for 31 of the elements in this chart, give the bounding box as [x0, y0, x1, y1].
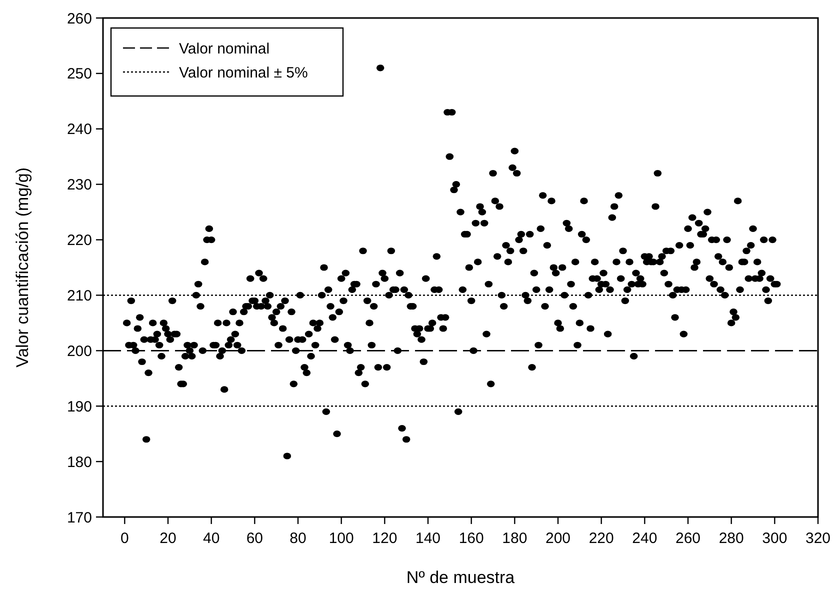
x-tick-label: 120	[372, 530, 398, 547]
y-tick-label: 180	[66, 454, 92, 471]
x-tick-label: 240	[632, 530, 658, 547]
y-tick-label: 230	[66, 176, 92, 194]
legend-label: Valor nominal	[179, 40, 270, 58]
y-tick-label: 170	[66, 509, 92, 526]
x-tick-label: 60	[246, 530, 264, 547]
x-tick-label: 180	[502, 530, 528, 547]
y-tick-label: 220	[66, 232, 92, 250]
y-tick-label: 190	[66, 398, 92, 416]
legend-label: Valor nominal ± 5%	[179, 64, 308, 82]
x-tick-label: 320	[805, 530, 831, 547]
x-tick-label: 280	[718, 530, 744, 547]
x-tick-label: 80	[290, 530, 306, 547]
x-tick-label: 140	[415, 530, 441, 547]
x-tick-label: 300	[762, 530, 788, 547]
x-tick-label: 0	[120, 530, 129, 547]
y-tick-label: 240	[66, 121, 92, 138]
y-tick-label: 210	[66, 287, 92, 304]
x-tick-label: 100	[328, 530, 354, 547]
x-tick-label: 160	[458, 530, 484, 547]
y-tick-label: 250	[66, 66, 92, 83]
x-axis-title: Nº de muestra	[406, 568, 516, 587]
y-tick-label: 200	[66, 342, 92, 360]
x-tick-label: 20	[160, 530, 176, 547]
x-tick-label: 40	[202, 530, 220, 547]
x-tick-label: 260	[675, 530, 701, 547]
y-tick-label: 260	[66, 10, 92, 28]
y-axis-title: Valor cuantificación (mg/g)	[13, 168, 32, 368]
x-tick-label: 200	[545, 530, 571, 547]
x-tick-label: 220	[588, 530, 614, 547]
